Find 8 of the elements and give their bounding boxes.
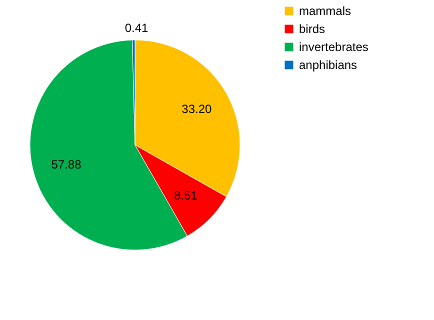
data-label: 33.20 <box>182 102 212 116</box>
data-label: 57.88 <box>51 157 82 172</box>
legend-label: anphibians <box>299 58 358 72</box>
data-label: 0.41 <box>124 21 149 36</box>
legend-label: birds <box>299 22 326 36</box>
legend-label: mammals <box>299 4 352 18</box>
legend-label: invertebrates <box>299 40 368 54</box>
data-label: 8.51 <box>174 188 198 202</box>
